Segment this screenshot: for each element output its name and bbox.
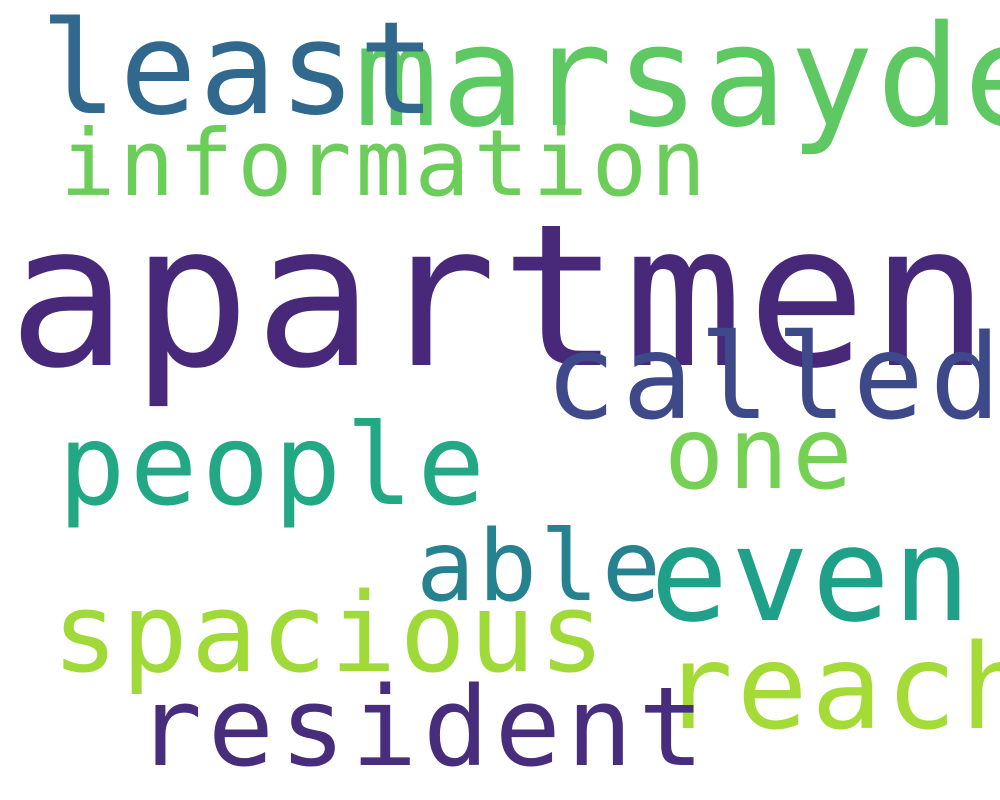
word-reach: reach <box>662 618 1000 756</box>
word-people: people <box>58 401 490 531</box>
word-marsayde: marsayde <box>354 0 1000 159</box>
word-least: least <box>40 0 439 144</box>
word-able: able <box>416 510 664 624</box>
word-spacious: spacious <box>52 569 609 697</box>
word-even: even <box>650 499 974 651</box>
word-called: called <box>545 308 1000 446</box>
word-apartment: apartment <box>8 181 1000 412</box>
word-information: information <box>60 110 710 217</box>
word-one: one <box>664 395 857 512</box>
word-resident: resident <box>136 663 710 791</box>
